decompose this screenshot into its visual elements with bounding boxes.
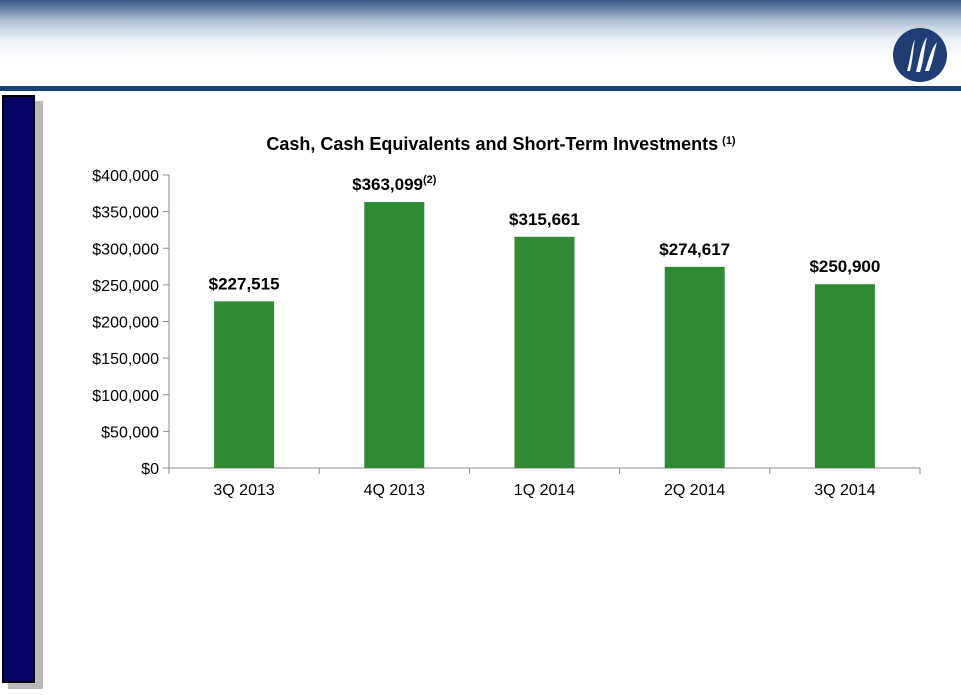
- y-tick-label: $350,000: [92, 205, 159, 222]
- bar: [364, 202, 425, 469]
- bar: [814, 284, 875, 468]
- bar-chart: Cash, Cash Equivalents and Short-Term In…: [92, 134, 921, 499]
- x-tick-label: 4Q 2013: [364, 482, 425, 499]
- data-label-value: $227,515: [209, 274, 280, 293]
- chart-title-text: Cash, Cash Equivalents and Short-Term In…: [266, 134, 718, 154]
- y-tick-label: $50,000: [101, 424, 159, 441]
- data-label: $363,099(2): [352, 174, 437, 194]
- data-label-value: $250,900: [809, 257, 880, 276]
- x-tick-label: 3Q 2013: [213, 482, 274, 499]
- x-tick-label: 3Q 2014: [814, 482, 875, 499]
- x-tick-label: 2Q 2014: [664, 482, 725, 499]
- data-label: $274,617: [659, 240, 730, 259]
- data-label: $250,900: [809, 257, 880, 276]
- y-tick-label: $250,000: [92, 278, 159, 295]
- bar: [514, 236, 575, 468]
- data-label-footnote: (2): [423, 174, 437, 186]
- slide-header-band: [0, 0, 961, 92]
- data-label: $315,661: [509, 210, 580, 229]
- chart-area: Cash, Cash Equivalents and Short-Term In…: [40, 120, 961, 520]
- y-tick-label: $100,000: [92, 388, 159, 405]
- data-labels: $227,515 $363,099(2) $315,661 $274,617 $250,…: [209, 174, 881, 293]
- data-label-value: $315,661: [509, 210, 580, 229]
- x-tick-label: 1Q 2014: [514, 482, 575, 499]
- chart-title: Cash, Cash Equivalents and Short-Term In…: [266, 134, 736, 154]
- y-tick-label: $0: [141, 461, 159, 478]
- axes: $0 $50,000 $100,000 $150,000 $200,000 $250,00…: [92, 168, 921, 499]
- y-tick-label: $200,000: [92, 315, 159, 332]
- chart-title-footnote: (1): [722, 135, 736, 147]
- bars: [214, 202, 875, 469]
- y-tick-label: $400,000: [92, 168, 159, 185]
- data-label: $227,515: [209, 274, 280, 293]
- bar: [664, 266, 725, 468]
- y-tick-label: $150,000: [92, 351, 159, 368]
- data-label-value: $363,099: [352, 175, 423, 194]
- data-label-value: $274,617: [659, 240, 730, 259]
- header-rule: [0, 86, 961, 91]
- bar: [214, 301, 275, 468]
- y-tick-label: $300,000: [92, 241, 159, 258]
- side-panel: [2, 95, 35, 683]
- company-logo-icon: [893, 28, 947, 82]
